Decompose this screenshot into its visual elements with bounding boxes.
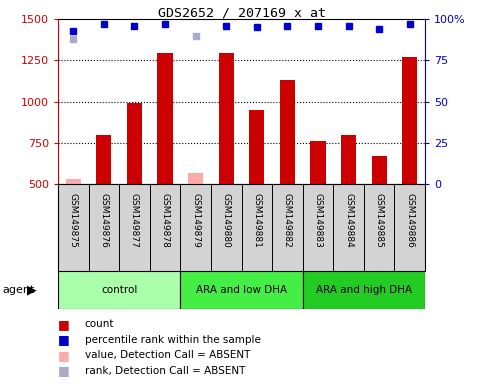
Text: GSM149876: GSM149876 [99,193,108,248]
Bar [311,141,326,184]
Text: GDS2652 / 207169_x_at: GDS2652 / 207169_x_at [157,6,326,19]
Bar [127,103,142,184]
Bar [402,57,417,184]
Bar [371,156,387,184]
Text: rank, Detection Call = ABSENT: rank, Detection Call = ABSENT [85,366,245,376]
Text: GSM149884: GSM149884 [344,193,353,248]
Text: count: count [85,319,114,329]
Text: ARA and high DHA: ARA and high DHA [316,285,412,295]
Bar [188,173,203,184]
Bar [341,135,356,184]
Text: value, Detection Call = ABSENT: value, Detection Call = ABSENT [85,350,250,360]
Bar [280,80,295,184]
Bar [66,179,81,184]
Bar [157,53,173,184]
Text: percentile rank within the sample: percentile rank within the sample [85,335,260,345]
Text: GSM149883: GSM149883 [313,193,323,248]
Text: GSM149879: GSM149879 [191,193,200,248]
Text: ARA and low DHA: ARA and low DHA [196,285,287,295]
Text: ■: ■ [58,349,70,362]
Text: GSM149882: GSM149882 [283,193,292,248]
Text: GSM149878: GSM149878 [160,193,170,248]
Text: GSM149885: GSM149885 [375,193,384,248]
Text: agent: agent [2,285,35,295]
Bar [249,110,265,184]
Text: ■: ■ [58,364,70,377]
Bar [58,271,180,309]
Bar [96,135,112,184]
Text: ■: ■ [58,318,70,331]
Text: control: control [101,285,137,295]
Text: ▶: ▶ [27,283,36,296]
Text: GSM149886: GSM149886 [405,193,414,248]
Bar [180,271,303,309]
Text: GSM149881: GSM149881 [252,193,261,248]
Text: GSM149880: GSM149880 [222,193,231,248]
Text: GSM149875: GSM149875 [69,193,78,248]
Bar [219,53,234,184]
Bar [303,271,425,309]
Text: GSM149877: GSM149877 [130,193,139,248]
Text: ■: ■ [58,333,70,346]
